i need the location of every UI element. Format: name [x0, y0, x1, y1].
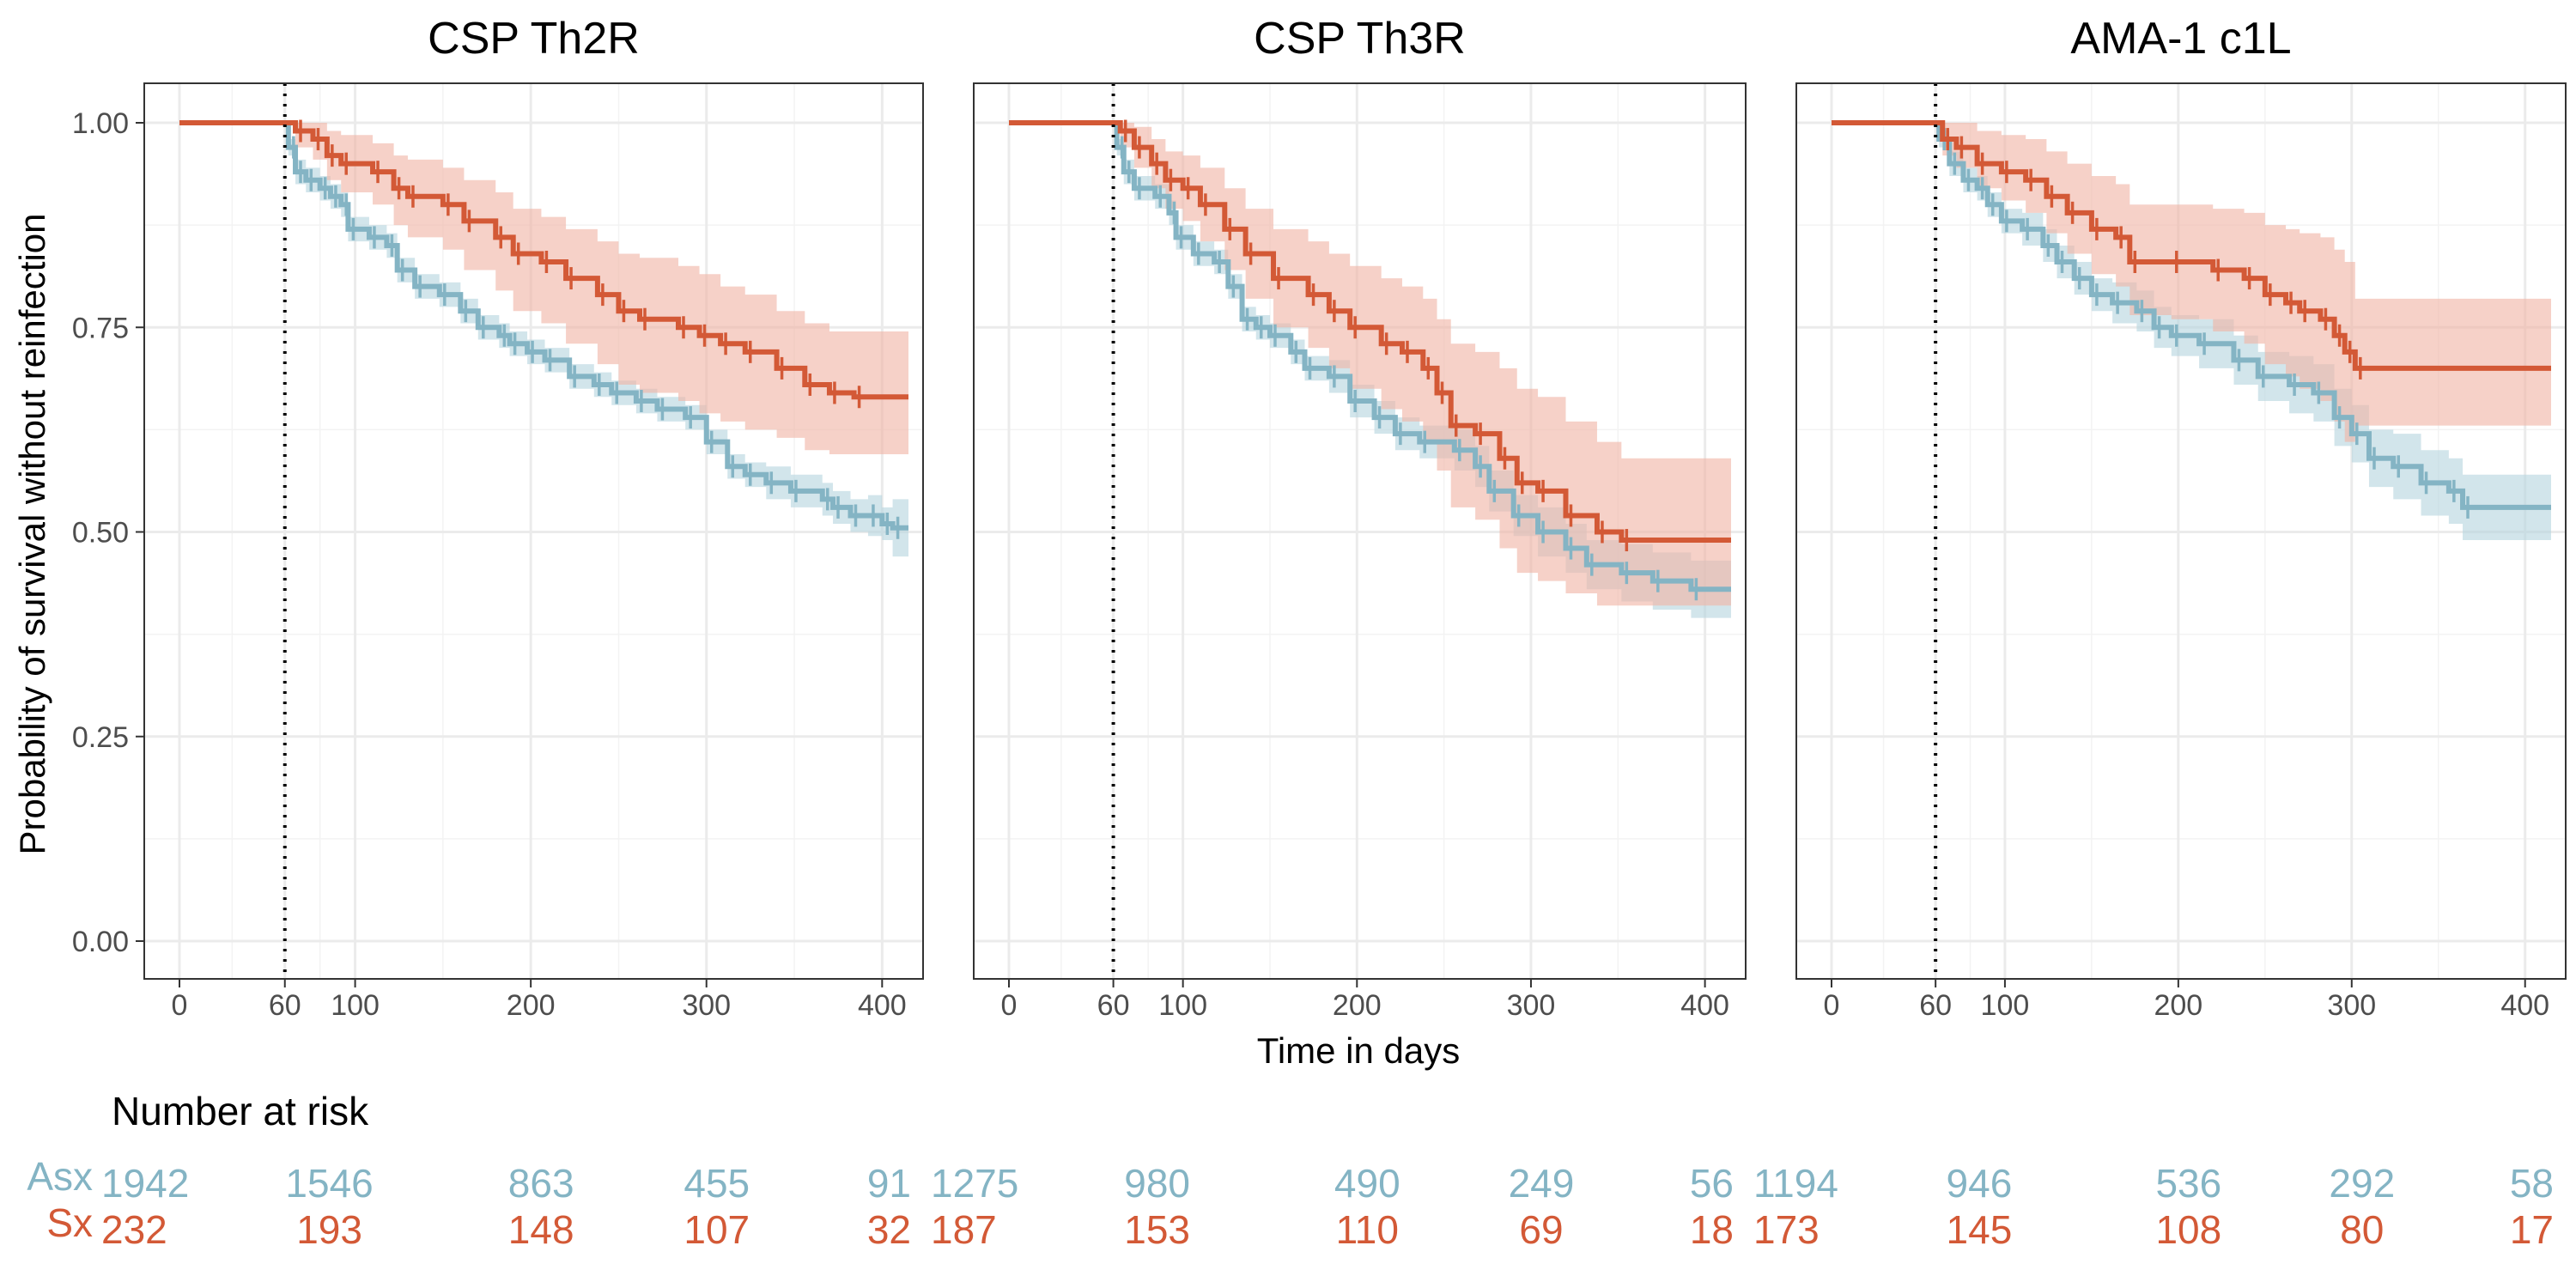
x-tick-label: 300	[1507, 989, 1556, 1022]
y-tick-label: 1.00	[72, 107, 129, 140]
risk-count-asx: 946	[1947, 1161, 2013, 1206]
x-tick-label: 100	[1981, 989, 2030, 1022]
risk-count-sx: 173	[1753, 1207, 1820, 1252]
risk-count-asx: 56	[1690, 1161, 1734, 1206]
risk-count-asx: 490	[1334, 1161, 1400, 1206]
risk-count-sx: 80	[2340, 1207, 2384, 1252]
x-tick-label: 0	[172, 989, 188, 1022]
risk-count-asx: 980	[1124, 1161, 1190, 1206]
risk-count-sx: 17	[2510, 1207, 2554, 1252]
risk-count-asx: 863	[508, 1161, 574, 1206]
panel-title: AMA-1 c1L	[2070, 14, 2291, 64]
panel-title: CSP Th3R	[1254, 14, 1466, 64]
risk-count-asx: 1194	[1753, 1161, 1838, 1206]
risk-count-sx: 32	[867, 1207, 911, 1252]
risk-count-sx: 110	[1336, 1207, 1399, 1252]
curve-sx	[1832, 120, 2551, 371]
x-tick-label: 200	[2154, 989, 2202, 1022]
panel-1: 0 60 100 200 300 400 0.00 0.25 0.50 0.75 1.00 CSP T…	[72, 14, 924, 1022]
y-axis-title: Probability of survival without reinfect…	[12, 213, 52, 854]
y-tick-label: 0.75	[72, 312, 129, 344]
ci-band-asx	[1009, 123, 1731, 623]
x-tick-label: 400	[858, 989, 907, 1022]
plot-area	[179, 119, 908, 557]
risk-count-sx: 18	[1690, 1207, 1734, 1252]
risk-count-sx: 187	[931, 1207, 997, 1252]
risk-count-asx: 1942	[101, 1161, 189, 1206]
x-tick-label: 100	[1158, 989, 1207, 1022]
risk-count-sx: 148	[508, 1207, 574, 1252]
y-tick-label: 0.25	[72, 721, 129, 754]
ci-band-sx	[1832, 123, 2551, 442]
risk-count-sx: 193	[296, 1207, 362, 1252]
x-tick-label: 60	[1097, 989, 1130, 1022]
panel-2: 0 60 100 200 300 400 CSP Th3R	[973, 14, 1747, 1022]
x-tick-label: 60	[1919, 989, 1952, 1022]
ci-band-sx	[1009, 123, 1731, 606]
risk-count-sx: 153	[1124, 1207, 1190, 1252]
x-tick-label: 100	[331, 989, 380, 1022]
grid-lines	[974, 83, 1746, 979]
x-tick-label: 60	[269, 989, 301, 1022]
panel-3: 0 60 100 200 300 400 AMA-1 c1L	[1795, 14, 2567, 1022]
plot-area	[1009, 119, 1731, 623]
risk-table-title: Number at risk	[112, 1089, 369, 1133]
x-tick-label: 400	[1680, 989, 1729, 1022]
y-tick-label: 0.50	[72, 517, 129, 550]
risk-count-asx: 536	[2155, 1161, 2221, 1206]
y-tick-label: 0.00	[72, 926, 129, 958]
risk-count-asx: 58	[2510, 1161, 2554, 1206]
curve-asx	[1009, 120, 1731, 592]
x-tick-label: 200	[1333, 989, 1382, 1022]
x-tick-label: 300	[2327, 989, 2376, 1022]
ci-band-sx	[179, 123, 908, 454]
curve-sx	[1009, 120, 1731, 544]
curve-asx	[1832, 120, 2551, 510]
x-tick-label: 400	[2500, 989, 2549, 1022]
curve-sx	[179, 120, 908, 400]
x-tick-label: 0	[1824, 989, 1840, 1022]
risk-count-asx: 292	[2329, 1161, 2395, 1206]
panel-title: CSP Th2R	[428, 14, 640, 64]
risk-count-sx: 108	[2155, 1207, 2221, 1252]
risk-count-sx: 232	[101, 1207, 167, 1252]
risk-count-sx: 145	[1947, 1207, 2013, 1252]
risk-row-label-asx: Asx	[27, 1154, 93, 1199]
risk-row-label-sx: Sx	[46, 1200, 93, 1245]
panel-border	[973, 82, 1747, 980]
x-tick-label: 0	[1001, 989, 1018, 1022]
risk-count-sx: 69	[1519, 1207, 1563, 1252]
risk-count-asx: 1546	[285, 1161, 373, 1206]
panel-border	[1795, 82, 2567, 980]
risk-count-sx: 107	[683, 1207, 750, 1252]
risk-count-asx: 455	[683, 1161, 750, 1206]
risk-count-asx: 1275	[931, 1161, 1018, 1206]
x-axis-title: Time in days	[1257, 1030, 1461, 1071]
plot-area	[1832, 120, 2551, 541]
x-tick-label: 300	[682, 989, 731, 1022]
risk-count-asx: 91	[867, 1161, 911, 1206]
risk-count-asx: 249	[1509, 1161, 1575, 1206]
x-tick-label: 200	[507, 989, 556, 1022]
facet-panels: 0 60 100 200 300 400 0.00 0.25 0.50 0.75 1.00 CSP T…	[72, 14, 2567, 1022]
